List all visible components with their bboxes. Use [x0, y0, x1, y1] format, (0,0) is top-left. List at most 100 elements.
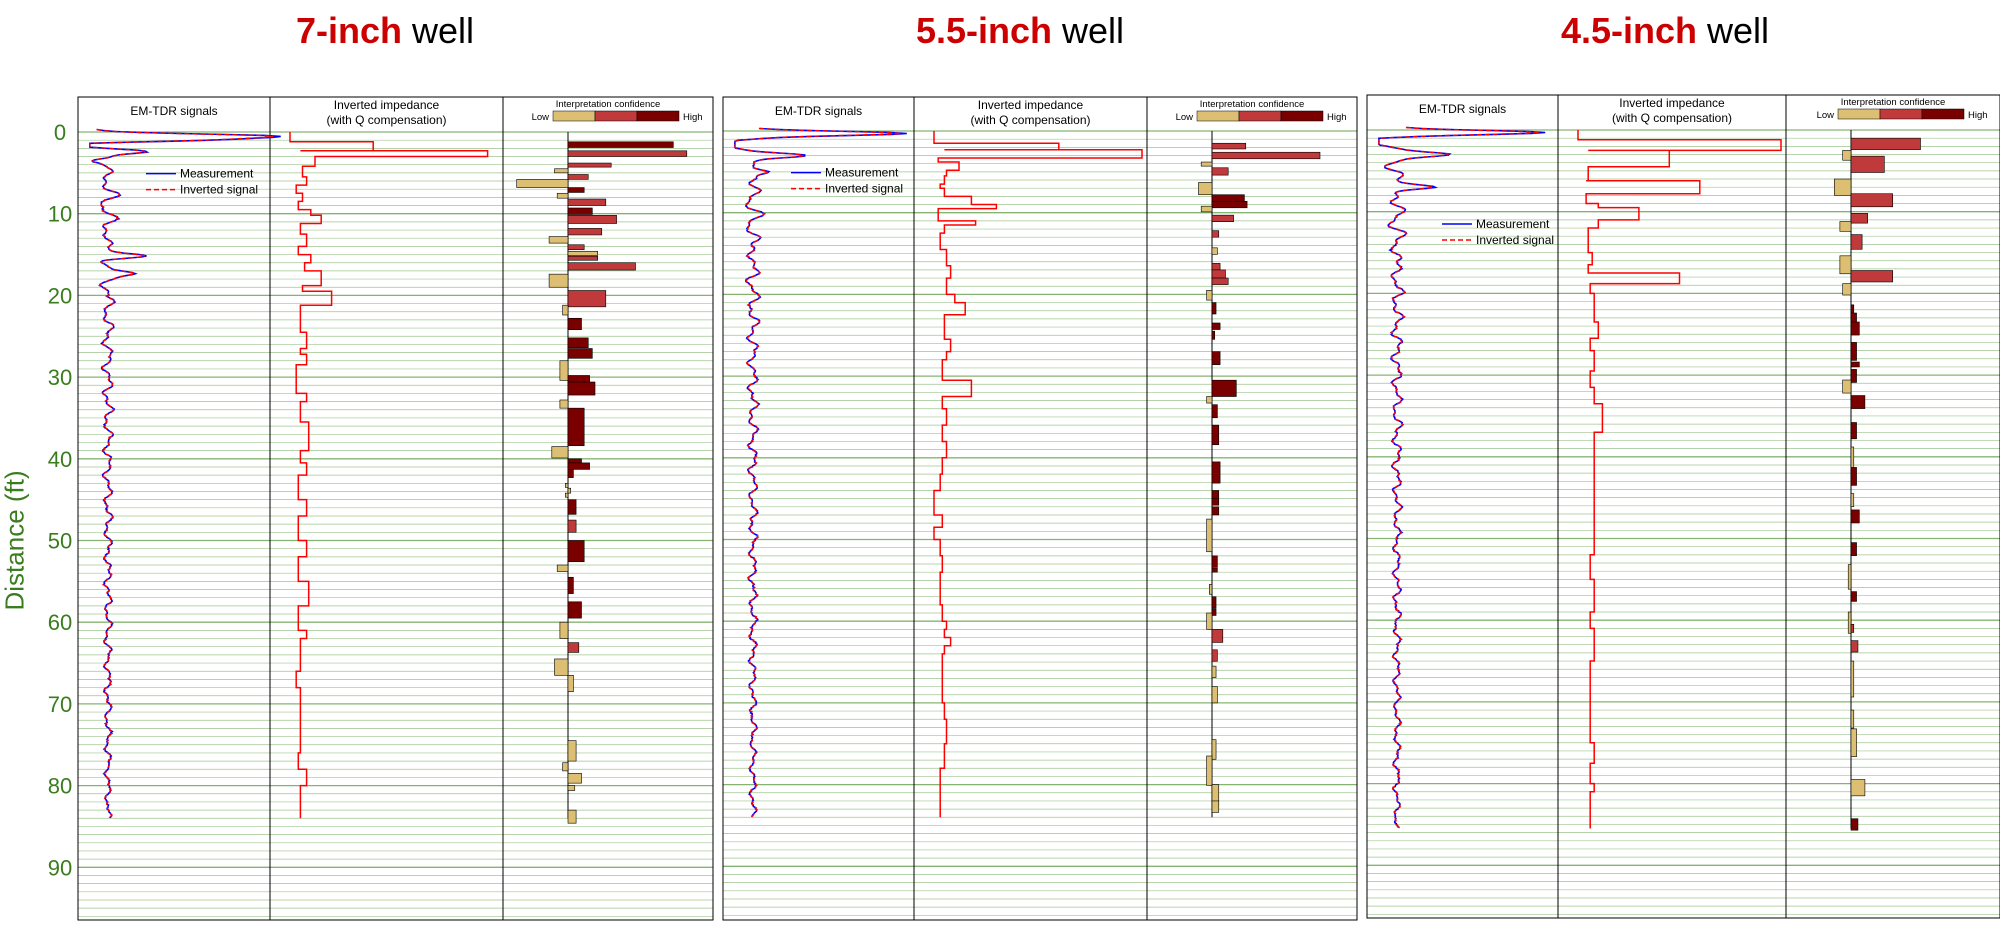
confidence-bar	[554, 168, 569, 174]
colorbar-low	[1837, 108, 1881, 120]
confidence-bar	[1211, 506, 1220, 516]
y-tick-label: 60	[48, 610, 72, 635]
colorbar-high-label: High	[683, 112, 703, 123]
confidence-bar	[1200, 161, 1213, 167]
legend-label-measurement: Measurement	[180, 167, 254, 181]
colorbar-low-label: Low	[1817, 110, 1835, 121]
well-size-label: 4.5-inch	[1560, 10, 1698, 51]
well-word-label: well	[1062, 10, 1125, 51]
confidence-bar	[1211, 665, 1217, 678]
confidence-bar	[1198, 182, 1213, 196]
confidence-bar	[1206, 518, 1213, 553]
confidence-bar	[567, 244, 585, 250]
panel-frame	[1366, 94, 2000, 919]
confidence-bar	[567, 469, 574, 478]
confidence-bar	[567, 198, 607, 206]
confidence-bar	[1211, 567, 1218, 573]
confidence-bar	[567, 740, 577, 762]
colorbar-low-label: Low	[1176, 112, 1194, 123]
colorbar-mid	[594, 110, 638, 122]
well-title-4-5: 4.5-inch well	[1561, 10, 1769, 52]
confidence-bar	[567, 576, 574, 594]
confidence-bar	[567, 487, 572, 494]
header-impedance-sub: (with Q compensation)	[326, 113, 446, 127]
confidence-bar	[562, 304, 569, 316]
confidence-bar	[1850, 137, 1921, 150]
confidence-bar	[1206, 612, 1213, 630]
well-title-5-5: 5.5-inch well	[916, 10, 1124, 52]
confidence-bar	[1850, 709, 1855, 729]
confidence-bar	[1850, 779, 1866, 797]
confidence-bar	[567, 348, 593, 359]
well-word-label: well	[1707, 10, 1770, 51]
y-tick-label: 70	[48, 692, 72, 717]
y-tick-label: 0	[54, 120, 66, 145]
confidence-bar	[1850, 193, 1894, 208]
confidence-bar	[551, 446, 569, 459]
confidence-bar	[1211, 404, 1218, 419]
y-tick-label: 80	[48, 774, 72, 799]
confidence-bar	[1211, 277, 1229, 285]
confidence-bar	[567, 262, 636, 271]
confidence-bar	[567, 407, 585, 447]
confidence-bar	[564, 483, 569, 488]
colorbar-high-label: High	[1968, 110, 1988, 121]
header-confidence: Interpretation confidence	[1841, 97, 1946, 108]
confidence-bar	[1850, 467, 1857, 486]
inverted-signal-series	[89, 128, 274, 819]
confidence-bar	[567, 317, 582, 331]
legend-label-inverted: Inverted signal	[180, 183, 258, 197]
confidence-bar	[567, 809, 577, 824]
y-tick-label: 20	[48, 283, 72, 308]
confidence-bar	[1211, 269, 1226, 279]
legend-label-measurement: Measurement	[1476, 217, 1550, 231]
confidence-bar	[1211, 330, 1216, 340]
confidence-bar	[1211, 142, 1247, 150]
confidence-bar	[567, 785, 576, 791]
header-signals: EM-TDR signals	[1419, 102, 1506, 116]
well-panel: EM-TDR signals Inverted impedance(with Q …	[77, 96, 714, 921]
confidence-bar	[1839, 255, 1852, 275]
header-impedance-sub: (with Q compensation)	[970, 113, 1090, 127]
well-word-label: well	[412, 10, 475, 51]
confidence-bar	[1211, 739, 1217, 760]
confidence-bar	[1850, 155, 1885, 173]
y-tick-label: 10	[48, 202, 72, 227]
colorbar-mid	[1879, 108, 1923, 120]
impedance-profile	[1577, 130, 1782, 829]
confidence-bar	[1206, 755, 1213, 786]
confidence-bar	[1850, 270, 1894, 283]
confidence-bar	[567, 150, 688, 157]
colorbar-low	[552, 110, 596, 122]
confidence-bar	[1209, 584, 1213, 595]
confidence-bar	[1850, 234, 1863, 250]
confidence-bar	[1211, 608, 1217, 616]
confidence-bar	[1850, 446, 1855, 469]
well-size-label: 5.5-inch	[915, 10, 1053, 51]
confidence-bar	[567, 187, 585, 193]
confidence-bar	[1206, 290, 1213, 301]
confidence-bar	[1211, 379, 1237, 397]
confidence-bar	[1847, 611, 1852, 634]
y-tick-label: 30	[48, 365, 72, 390]
confidence-bar	[567, 773, 582, 784]
confidence-bar	[1850, 509, 1860, 524]
confidence-bar	[1834, 178, 1852, 196]
confidence-bar	[1211, 649, 1218, 662]
header-impedance-sub: (with Q compensation)	[1612, 111, 1732, 125]
confidence-bar	[559, 399, 569, 409]
confidence-bar	[567, 250, 599, 256]
measurement-series	[734, 127, 907, 818]
confidence-bar	[1850, 395, 1866, 409]
well-size-label: 7-inch	[295, 10, 402, 51]
confidence-bar	[1211, 230, 1220, 238]
confidence-bar	[1211, 424, 1220, 446]
well-panel: EM-TDR signals Inverted impedance(with Q …	[1366, 94, 2000, 919]
confidence-bar	[548, 236, 569, 244]
confidence-bar	[567, 337, 589, 348]
confidence-bar	[1850, 660, 1855, 698]
impedance-profile	[289, 132, 489, 819]
confidence-bar	[1850, 422, 1857, 440]
header-impedance: Inverted impedance	[1619, 96, 1725, 110]
confidence-bar	[559, 621, 569, 639]
